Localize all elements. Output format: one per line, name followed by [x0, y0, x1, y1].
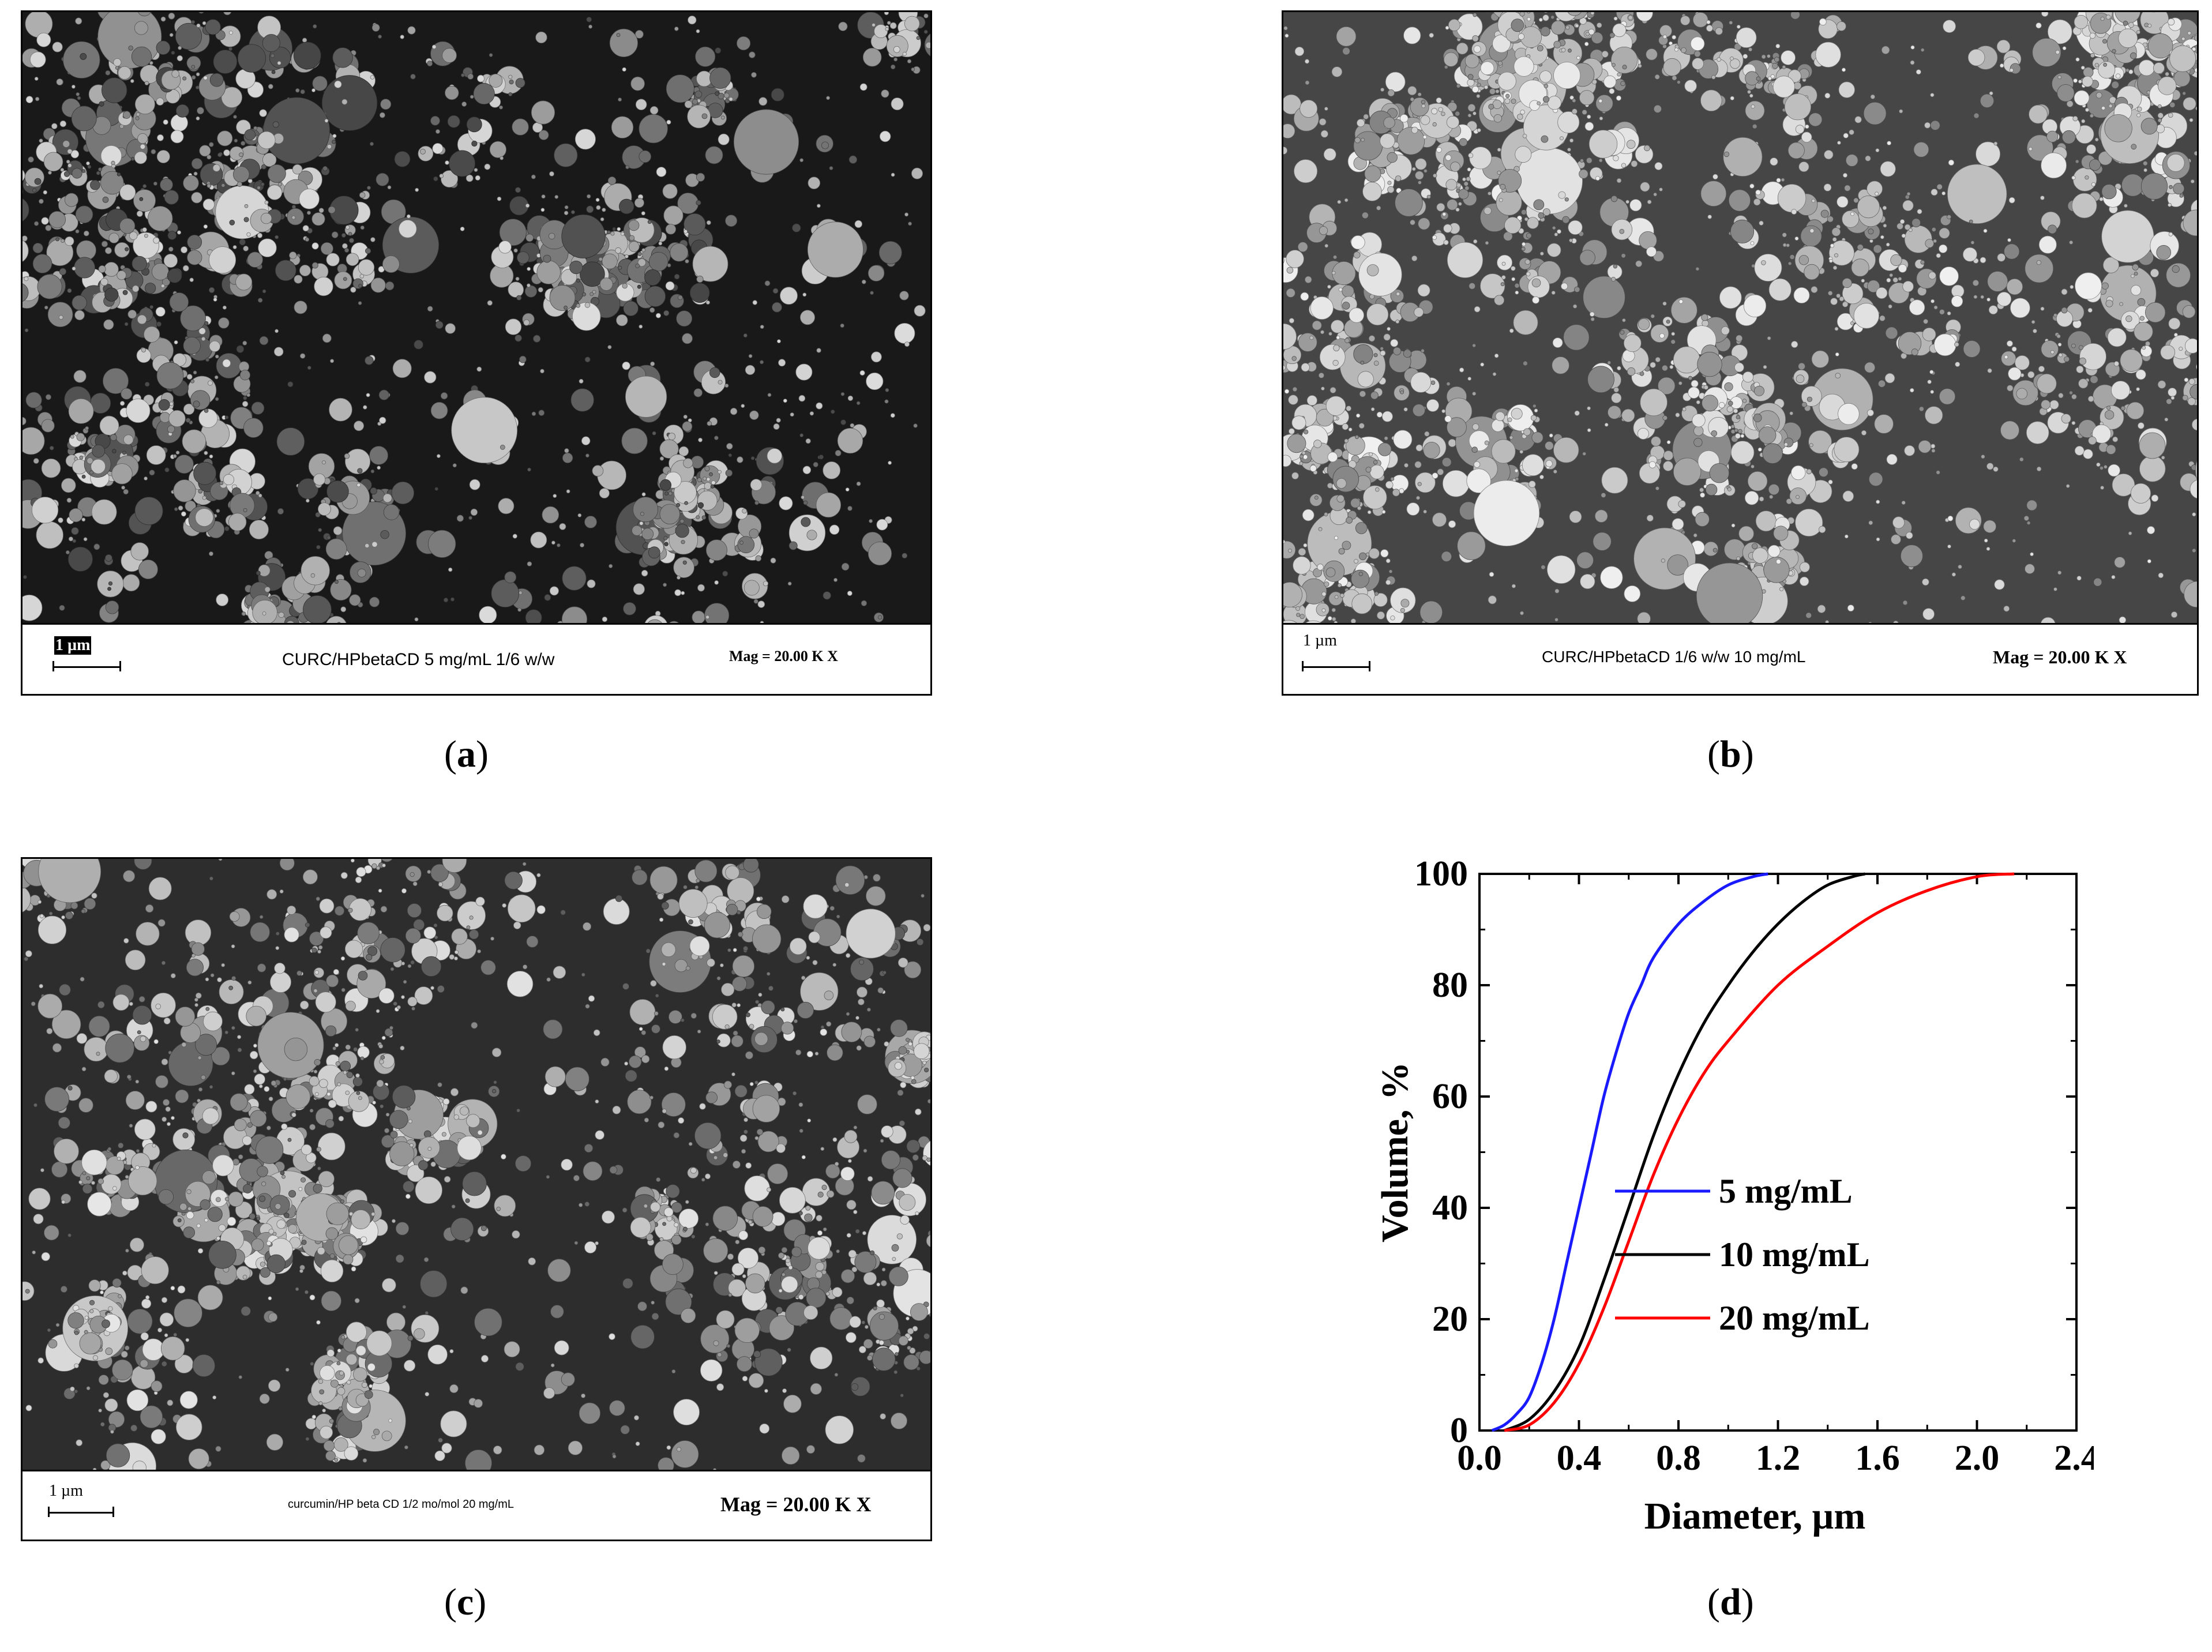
y-tick-label: 40	[1432, 1188, 1468, 1227]
sem-image-a	[22, 12, 930, 625]
plot-frame	[1478, 873, 2078, 1432]
sem-info-bar-c: 1 µm curcumin/HP beta CD 1/2 mo/mol 20 m…	[22, 1470, 930, 1540]
sem-magnification: Mag = 20.00 K X	[720, 1493, 872, 1516]
y-tick-label: 0	[1450, 1411, 1468, 1450]
x-tick-label: 0.8	[1656, 1439, 1701, 1478]
sem-image-b	[1283, 12, 2197, 625]
scale-bar	[1303, 666, 1370, 668]
series-line-2	[1504, 872, 2015, 1432]
legend-label-1: 10 mg/mL	[1719, 1236, 1870, 1274]
scale-bar-tick-right	[1369, 661, 1370, 671]
scale-bar	[49, 1512, 114, 1514]
panel-label-c: (c)	[444, 1581, 487, 1623]
sem-particles	[22, 12, 930, 625]
y-tick-label: 20	[1432, 1300, 1468, 1339]
scale-bar	[54, 666, 121, 668]
scale-bar-label: 1 µm	[54, 636, 92, 655]
scale-bar-tick-right	[112, 1507, 114, 1517]
sem-panel-b: 1 µm CURC/HPbetaCD 1/6 w/w 10 mg/mL Mag …	[1282, 10, 2199, 696]
sem-caption: CURC/HPbetaCD 1/6 w/w 10 mg/mL	[1542, 648, 1806, 666]
particle-size-chart: 0.0 0.4 0.8 1.2 1.6 2.0 2.4 0 20 40 60 80 100 Diamete…	[1374, 854, 2094, 1537]
legend-label-2: 20 mg/mL	[1719, 1299, 1870, 1337]
x-tick-label: 0.4	[1557, 1439, 1602, 1478]
scale-bar-tick-right	[119, 661, 121, 671]
sem-particles	[22, 859, 930, 1471]
sem-particles	[1283, 12, 2197, 625]
y-axis-label: Volume, %	[1374, 1062, 1416, 1242]
series-line-1	[1504, 872, 1865, 1432]
sem-panel-a: 1 µm CURC/HPbetaCD 5 mg/mL 1/6 w/w Mag =…	[21, 10, 932, 696]
x-tick-label: 1.2	[1756, 1439, 1801, 1478]
y-tick-label: 80	[1432, 966, 1468, 1005]
sem-magnification: Mag = 20.00 K X	[729, 648, 838, 664]
sem-image-c	[22, 859, 930, 1471]
scale-bar-label: 1 µm	[1303, 632, 1337, 649]
legend-label-0: 5 mg/mL	[1719, 1172, 1853, 1210]
x-tick-label: 1.6	[1855, 1439, 1900, 1478]
panel-label-b: (b)	[1707, 733, 1754, 775]
series-line-0	[1491, 872, 1768, 1432]
sem-magnification: Mag = 20.00 K X	[1993, 647, 2127, 667]
scale-bar-tick-left	[1302, 661, 1304, 671]
scale-bar-tick-left	[52, 661, 54, 671]
scale-bar-tick-left	[48, 1507, 50, 1517]
x-axis-label: Diameter, µm	[1644, 1495, 1866, 1537]
sem-panel-c: 1 µm curcumin/HP beta CD 1/2 mo/mol 20 m…	[21, 857, 932, 1541]
y-tick-label: 100	[1414, 854, 1468, 893]
sem-caption: CURC/HPbetaCD 5 mg/mL 1/6 w/w	[282, 650, 555, 669]
sem-info-bar-a: 1 µm CURC/HPbetaCD 5 mg/mL 1/6 w/w Mag =…	[22, 623, 930, 694]
y-tick-label: 60	[1432, 1077, 1468, 1116]
panel-label-d: (d)	[1707, 1581, 1754, 1623]
scale-bar-label: 1 µm	[49, 1482, 83, 1500]
sem-info-bar-b: 1 µm CURC/HPbetaCD 1/6 w/w 10 mg/mL Mag …	[1283, 623, 2197, 694]
x-tick-label: 0.0	[1457, 1439, 1502, 1478]
x-tick-label: 2.4	[2054, 1439, 2094, 1478]
panel-label-a: (a)	[444, 733, 489, 775]
sem-caption: curcumin/HP beta CD 1/2 mo/mol 20 mg/mL	[288, 1498, 514, 1511]
x-tick-label: 2.0	[1955, 1439, 2000, 1478]
